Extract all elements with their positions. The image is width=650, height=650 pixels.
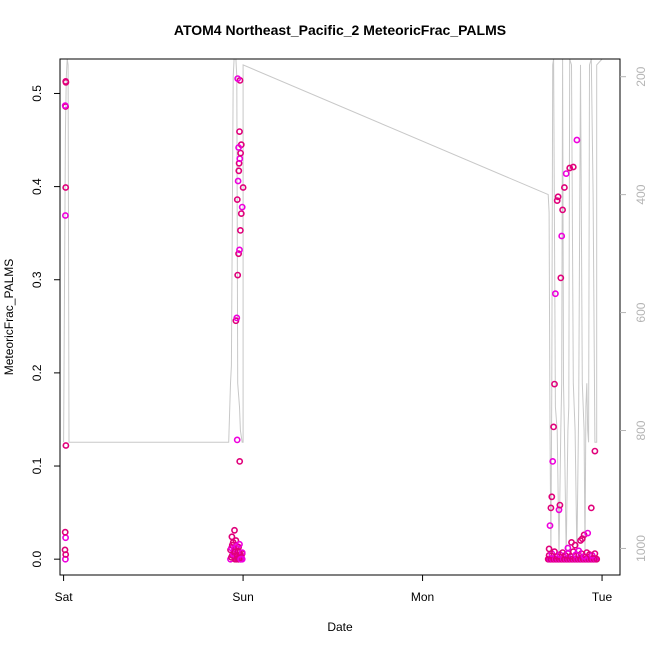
y2-tick-label: 800 [634,420,648,440]
chart-title: ATOM4 Northeast_Pacific_2 MeteoricFrac_P… [174,22,506,38]
data-point [233,436,241,444]
pressure-line [63,58,606,555]
data-point [238,203,246,211]
data-point [557,274,565,282]
data-point [550,423,557,431]
data-point [61,102,69,109]
plot-frame [59,58,621,576]
data-point [562,170,570,177]
data-point [571,541,579,549]
y-tick-label: 0.4 [30,178,44,195]
meteoric-points [61,75,601,563]
x-tick-label: Tue [592,590,613,604]
data-point [233,314,241,322]
y-tick-label: 0.2 [30,364,44,381]
data-point [553,197,561,204]
y2-tick-label: 600 [634,302,648,322]
data-point [587,504,595,512]
data-point [584,529,592,537]
x-tick-label: Sat [55,590,74,604]
data-point [569,163,577,171]
data-point [234,75,242,82]
data-point [551,548,558,556]
data-point [547,504,555,512]
data-point [61,546,69,554]
x-axis-label: Date [327,620,353,634]
y2-tick-label: 200 [634,66,648,86]
data-point [233,196,241,203]
data-point [235,167,243,175]
data-point [236,246,243,254]
x-tick-label: Mon [411,590,434,604]
data-point [234,177,242,185]
data-point [237,210,245,217]
data-point [591,550,599,557]
x-tick-label: Sun [232,590,253,604]
data-point [228,533,236,541]
y2-tick-label: 400 [634,184,648,204]
data-point [566,164,574,172]
data-point [235,144,242,151]
data-point [573,136,581,144]
data-point [551,380,558,388]
data-point [239,184,247,191]
data-point [231,526,238,534]
data-point [236,457,244,465]
data-point [593,555,601,563]
data-point [62,184,70,191]
y2-axis: 200 400 600 800 1000 [620,66,648,562]
x-axis: Sat Sun Mon Tue [55,575,613,604]
data-point [62,78,70,85]
data-point [591,447,599,455]
data-point [549,457,557,465]
data-point [235,250,242,258]
data-point [236,226,244,234]
y-tick-label: 0.0 [30,551,44,568]
y-tick-label: 0.3 [30,271,44,288]
data-point [554,193,562,201]
data-point [234,271,242,279]
data-point [578,535,586,543]
data-point [548,493,556,501]
data-point [236,540,243,548]
data-point [564,544,572,552]
data-point [546,522,554,529]
data-point [237,149,244,157]
y-axis: 0.0 0.1 0.2 0.3 0.4 0.5 [30,85,60,568]
data-point [552,290,559,298]
data-point [559,206,566,214]
data-point [556,501,564,509]
y-tick-label: 0.1 [30,457,44,474]
data-point [545,545,553,553]
data-point [558,232,566,240]
data-point [237,555,245,563]
data-point [62,212,69,219]
y2-tick-label: 1000 [634,535,648,562]
y-tick-label: 0.5 [30,85,44,102]
y-axis-label: MeteoricFrac_PALMS [2,259,16,375]
pressure-series [63,58,606,555]
data-point [561,184,568,191]
data-point [62,442,70,449]
data-point [575,547,583,555]
data-point [236,128,243,135]
data-point [61,528,69,536]
